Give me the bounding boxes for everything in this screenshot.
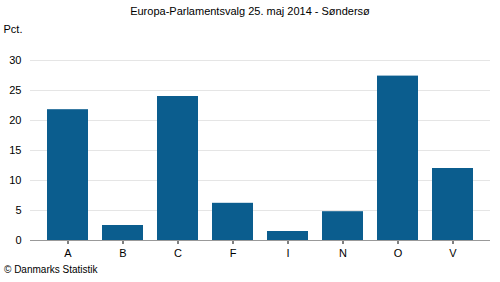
svg-text:5: 5 (15, 204, 21, 216)
html-text:© Danmarks Statistik: © Danmarks Statistik (4, 264, 98, 275)
svg-text:20: 20 (9, 114, 21, 126)
svg-text:10: 10 (9, 174, 21, 186)
svg-text:30: 30 (9, 54, 21, 66)
svg-text:F: F (230, 247, 237, 259)
svg-text:25: 25 (9, 84, 21, 96)
svg-text:C: C (174, 247, 182, 259)
svg-text:15: 15 (9, 144, 21, 156)
svg-text:0: 0 (15, 234, 21, 246)
svg-text:V: V (449, 247, 457, 259)
svg-text:I: I (286, 247, 289, 259)
svg-text:A: A (64, 247, 72, 259)
svg-text:B: B (119, 247, 126, 259)
svg-text:Pct.: Pct. (4, 23, 23, 35)
svg-text:O: O (394, 247, 403, 259)
html-text:Europa-Parlamentsvalg 25. maj: Europa-Parlamentsvalg 25. maj 2014 - Søn… (130, 5, 370, 17)
svg-text:N: N (339, 247, 347, 259)
